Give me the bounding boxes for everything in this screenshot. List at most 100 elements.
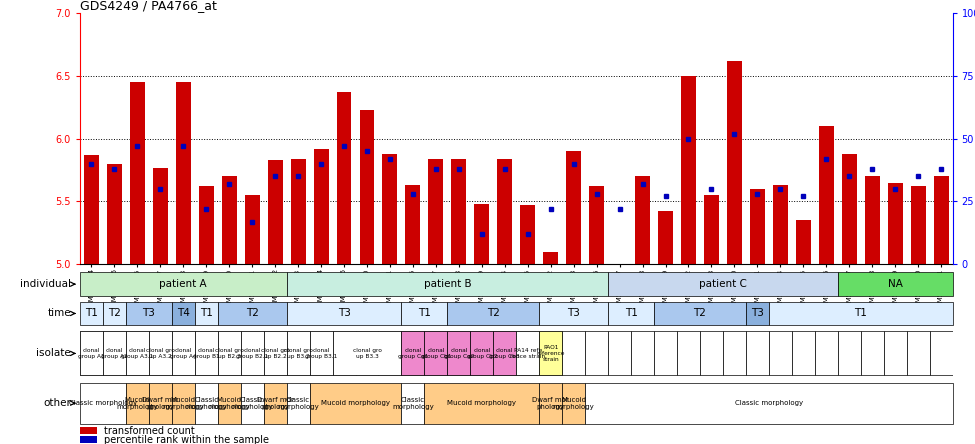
Text: clonal gro
up B3.2: clonal gro up B3.2 — [284, 348, 313, 359]
Bar — [773, 185, 788, 264]
Bar — [746, 301, 769, 325]
Text: patient C: patient C — [699, 279, 747, 289]
Bar — [103, 331, 126, 376]
Bar — [287, 383, 310, 424]
Bar — [80, 383, 126, 424]
Text: T3: T3 — [337, 309, 350, 318]
Text: Mucoid
morphology: Mucoid morphology — [553, 396, 595, 410]
Bar — [865, 176, 879, 264]
Bar — [356, 331, 378, 376]
Bar — [539, 331, 563, 376]
Bar — [84, 155, 98, 264]
Bar — [126, 331, 149, 376]
Bar — [310, 383, 402, 424]
Bar — [815, 331, 838, 376]
Bar — [126, 383, 149, 424]
Bar — [470, 331, 493, 376]
Bar — [176, 82, 191, 264]
Text: T2: T2 — [246, 309, 258, 318]
Bar — [172, 331, 195, 376]
Text: clonal
group A4: clonal group A4 — [170, 348, 197, 359]
Text: PA14 refe
rence strain: PA14 refe rence strain — [510, 348, 545, 359]
Bar — [704, 195, 719, 264]
Bar — [585, 383, 953, 424]
Bar — [658, 211, 673, 264]
Bar — [268, 160, 283, 264]
Bar — [475, 204, 489, 264]
Text: clonal
group B2.1: clonal group B2.1 — [236, 348, 268, 359]
Bar — [585, 331, 608, 376]
Text: clonal gro
up B2.3: clonal gro up B2.3 — [214, 348, 244, 359]
Text: Mucoid morphology: Mucoid morphology — [448, 400, 517, 406]
Bar — [80, 272, 287, 297]
Bar — [332, 331, 402, 376]
Bar — [103, 301, 126, 325]
Bar — [402, 301, 448, 325]
Bar — [746, 331, 769, 376]
Text: Dwarf mor
phology: Dwarf mor phology — [532, 396, 569, 410]
Bar — [883, 331, 907, 376]
Bar — [428, 159, 444, 264]
Bar — [336, 92, 352, 264]
Bar — [424, 331, 448, 376]
Bar — [287, 272, 608, 297]
Bar — [769, 331, 792, 376]
Text: T2: T2 — [693, 309, 707, 318]
Bar — [107, 164, 122, 264]
Bar — [539, 383, 563, 424]
Bar — [360, 110, 374, 264]
Text: T2: T2 — [108, 309, 121, 318]
Bar — [402, 331, 424, 376]
Text: T1: T1 — [85, 309, 98, 318]
Bar — [402, 383, 424, 424]
Bar — [539, 331, 563, 376]
Bar — [80, 428, 98, 434]
Text: Mucoid
morphology: Mucoid morphology — [163, 396, 204, 410]
Bar — [241, 331, 263, 376]
Bar — [130, 82, 145, 264]
Text: clonal
group Cb2: clonal group Cb2 — [466, 348, 497, 359]
Bar — [149, 383, 172, 424]
Bar — [332, 331, 356, 376]
Bar — [287, 331, 310, 376]
Text: Classic morphology: Classic morphology — [735, 400, 803, 406]
Bar — [838, 272, 953, 297]
Bar — [911, 186, 925, 264]
Bar — [126, 301, 172, 325]
Bar — [195, 383, 217, 424]
Text: Classic
morphology: Classic morphology — [277, 396, 319, 410]
Bar — [677, 331, 700, 376]
Text: T1: T1 — [418, 309, 431, 318]
Text: time: time — [48, 309, 75, 318]
Bar — [792, 331, 815, 376]
Bar — [263, 383, 287, 424]
Bar — [424, 331, 448, 376]
Bar — [245, 195, 259, 264]
Bar — [448, 331, 470, 376]
Bar — [199, 186, 214, 264]
Text: GDS4249 / PA4766_at: GDS4249 / PA4766_at — [80, 0, 216, 12]
Bar — [722, 331, 746, 376]
Text: PAO1
reference
strain: PAO1 reference strain — [536, 345, 565, 362]
Bar — [217, 331, 241, 376]
Text: other: other — [43, 398, 75, 408]
Bar — [217, 331, 241, 376]
Bar — [887, 182, 903, 264]
Bar — [589, 186, 604, 264]
Bar — [796, 220, 811, 264]
Bar — [221, 176, 237, 264]
Bar — [287, 331, 310, 376]
Bar — [314, 149, 329, 264]
Text: clonal
group Ca1: clonal group Ca1 — [398, 348, 428, 359]
Bar — [291, 159, 305, 264]
Text: clonal gro
up B3.3: clonal gro up B3.3 — [353, 348, 381, 359]
Bar — [819, 126, 834, 264]
Bar — [241, 383, 263, 424]
Bar — [217, 383, 241, 424]
Bar — [195, 301, 217, 325]
Bar — [654, 331, 677, 376]
Text: T1: T1 — [854, 309, 867, 318]
Bar — [80, 436, 98, 443]
Text: clonal
group B1: clonal group B1 — [193, 348, 219, 359]
Bar — [80, 331, 103, 376]
